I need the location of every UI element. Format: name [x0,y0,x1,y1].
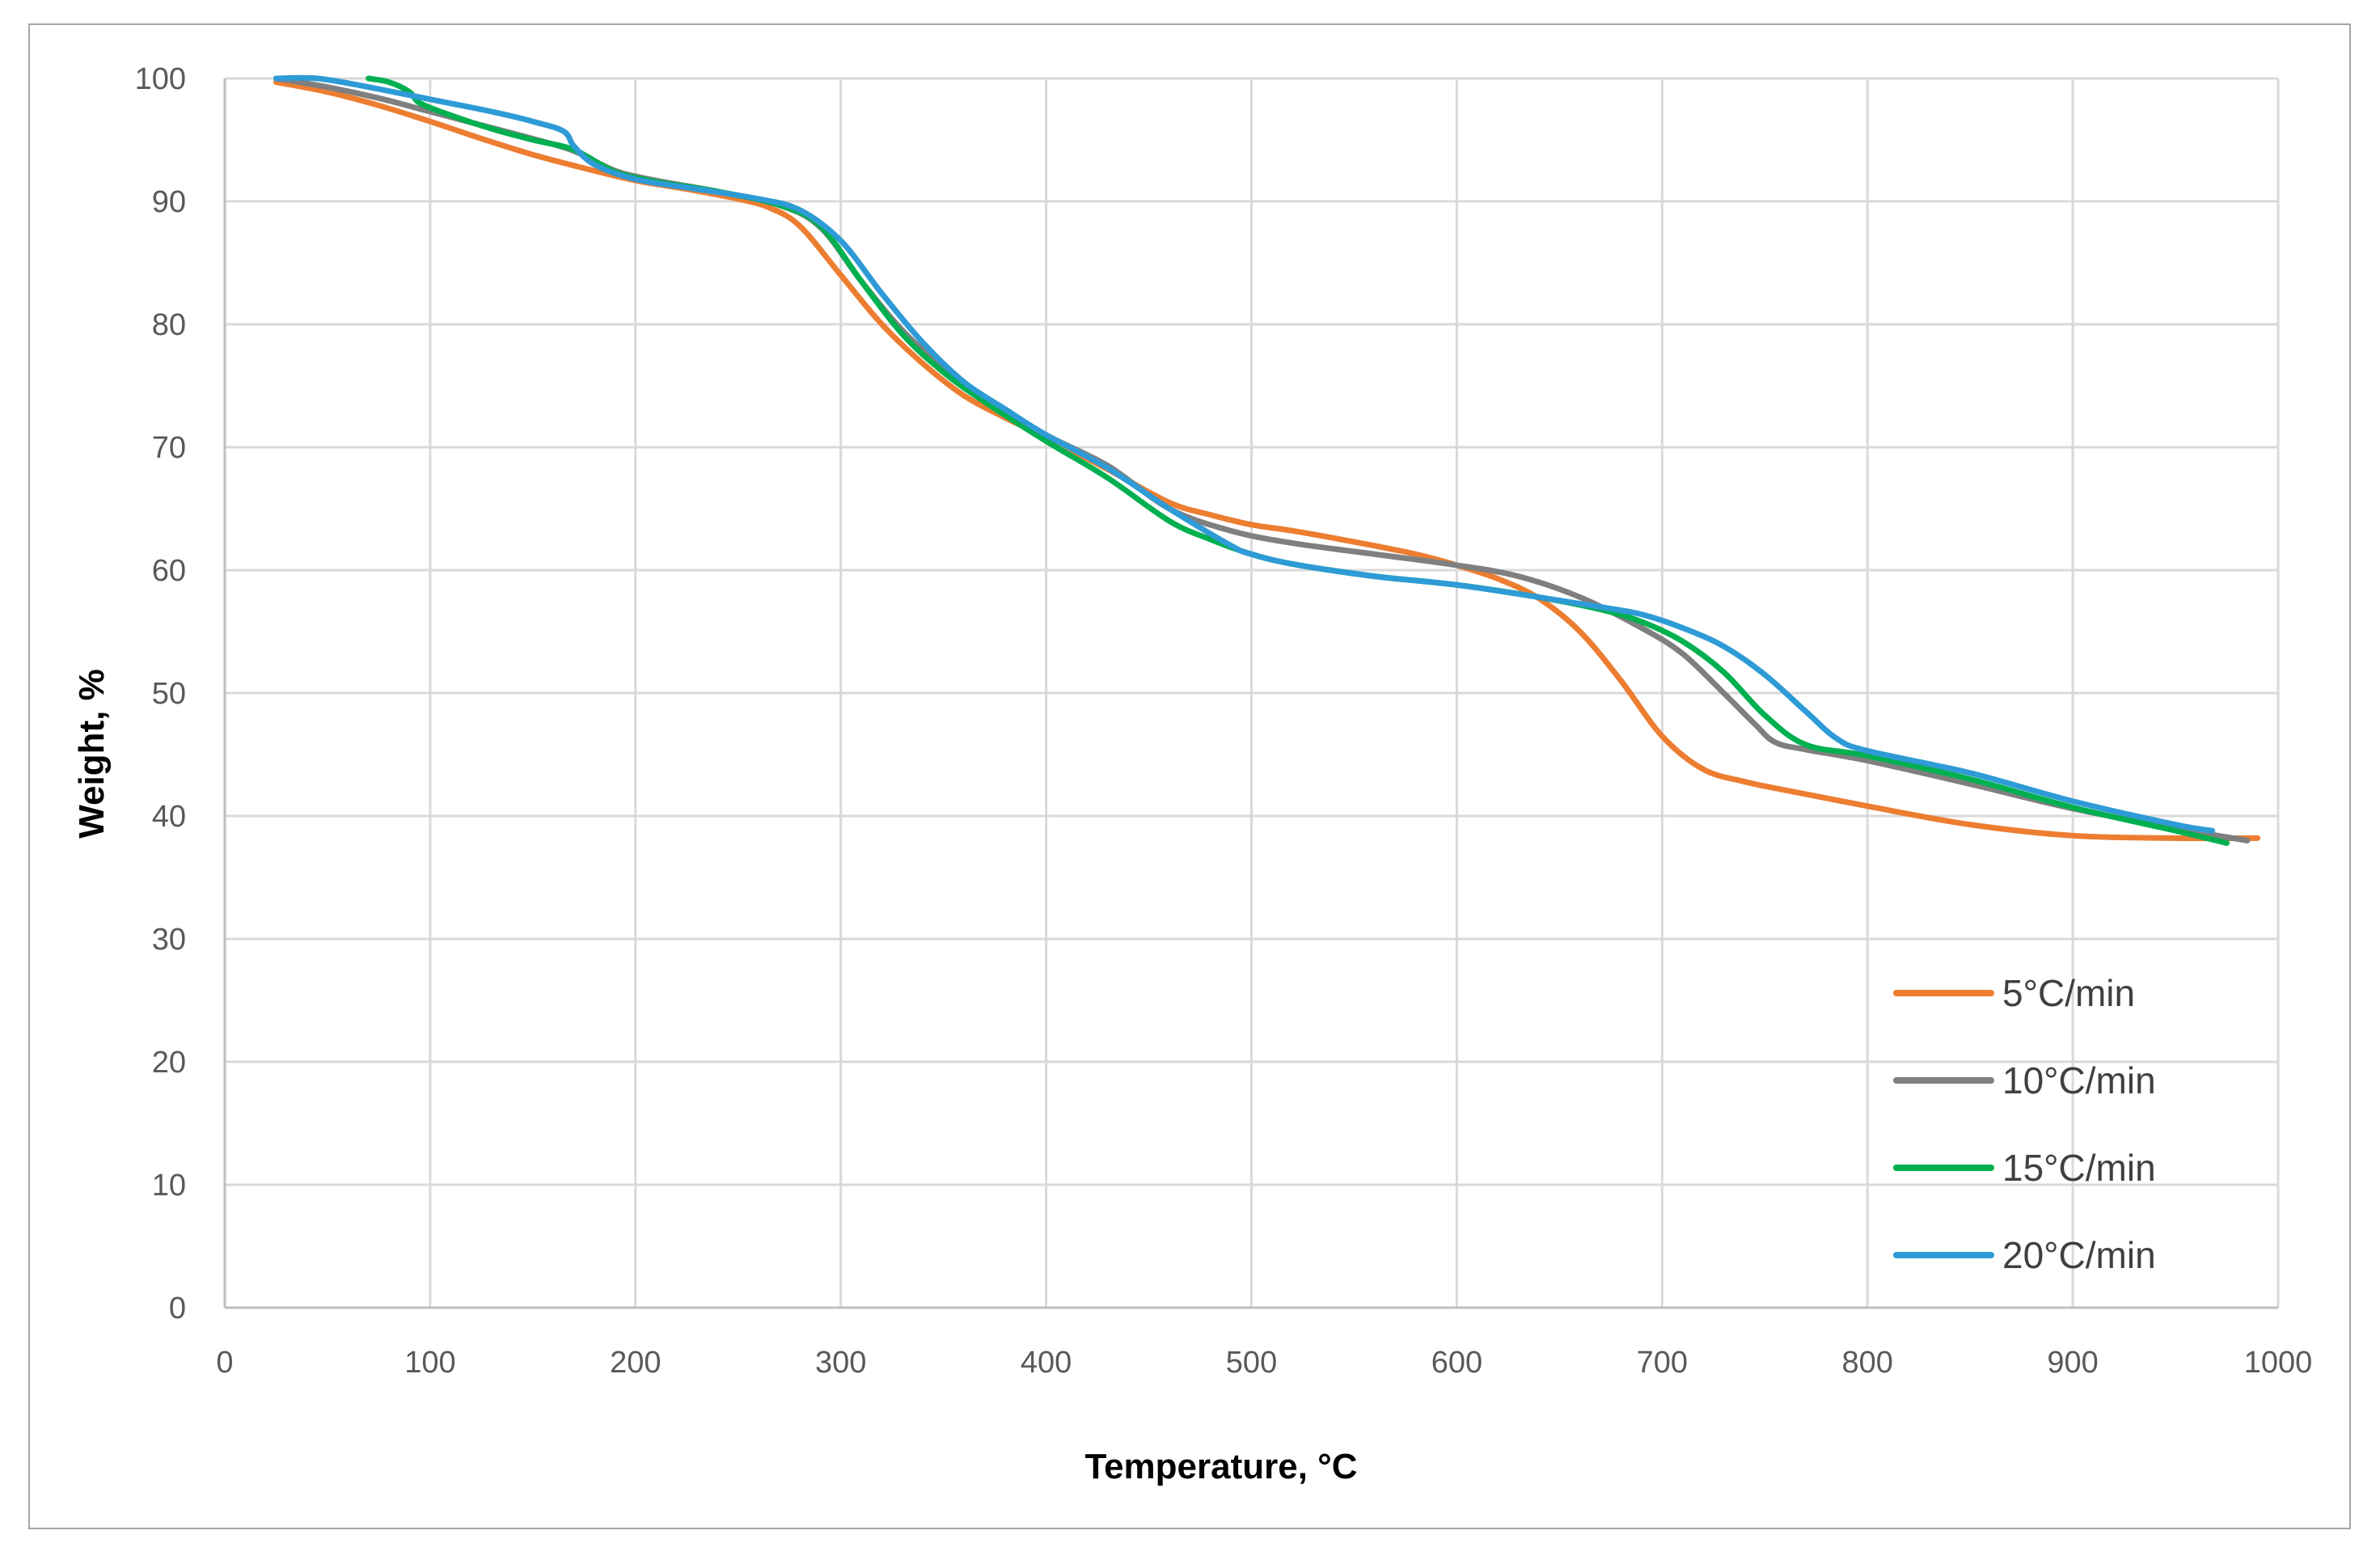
x-tick-label: 100 [404,1346,455,1380]
x-tick-label: 200 [610,1346,661,1380]
y-tick-label: 60 [152,554,186,588]
x-tick-label: 0 [216,1346,233,1380]
axes [223,78,2278,1309]
legend-label-10-c-min: 10°C/min [2002,1059,2156,1101]
x-tick-label: 400 [1021,1346,1072,1380]
x-tick-label: 500 [1226,1346,1277,1380]
y-tick-label: 30 [152,923,186,957]
x-tick-label: 700 [1637,1346,1688,1380]
y-tick-label: 80 [152,308,186,342]
x-tick-label: 1000 [2244,1346,2313,1380]
legend-label-15-c-min: 15°C/min [2002,1147,2156,1189]
y-tick-label: 70 [152,431,186,465]
y-tick-label: 100 [135,62,186,96]
x-tick-labels: 0 100 200 300 400 500 600 700 800 900 1000 [216,1346,2312,1380]
y-tick-label: 50 [152,677,186,711]
chart-border [28,23,2351,1529]
gridlines [225,77,2280,1308]
data-series [273,74,2261,846]
y-tick-label: 0 [169,1292,186,1325]
legend: 5°C/min 10°C/min 15°C/min 20°C/min [1893,972,2156,1276]
y-tick-label: 90 [152,185,186,219]
series-line-20-c-min [273,74,2216,834]
legend-label-5-c-min: 5°C/min [2002,972,2135,1014]
y-tick-label: 40 [152,800,186,834]
y-tick-label: 10 [152,1169,186,1203]
series-line-5-c-min [273,79,2261,842]
x-tick-label: 600 [1431,1346,1482,1380]
legend-label-20-c-min: 20°C/min [2002,1234,2156,1276]
x-tick-label: 900 [2047,1346,2098,1380]
x-tick-label: 800 [1841,1346,1892,1380]
x-axis-title: Temperature, °C [1084,1447,1357,1486]
x-tick-label: 300 [815,1346,866,1380]
y-tick-label: 20 [152,1046,186,1080]
y-axis-title: Weight, % [72,669,112,838]
y-tick-labels: 0 10 20 30 40 50 60 70 80 90 100 [135,62,186,1325]
series-line-15-c-min [366,75,2230,846]
